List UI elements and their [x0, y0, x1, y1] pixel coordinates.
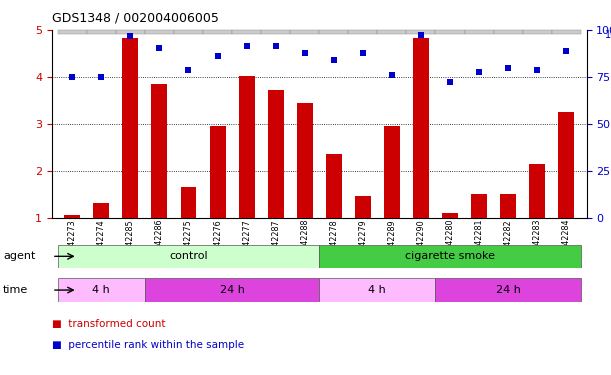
Point	[532, 67, 542, 73]
Bar	[413, 39, 429, 218]
Bar	[152, 84, 167, 218]
Bar	[145, 30, 174, 34]
Bar	[320, 30, 348, 34]
Bar	[326, 154, 342, 218]
Text: control: control	[169, 251, 208, 261]
Bar	[558, 112, 574, 218]
Point	[503, 64, 513, 70]
Bar	[464, 30, 494, 34]
Bar	[471, 194, 487, 217]
Bar	[494, 30, 522, 34]
Bar	[436, 30, 464, 34]
Point	[125, 33, 135, 39]
Bar	[145, 278, 320, 302]
Bar	[320, 278, 436, 302]
Bar	[180, 187, 197, 218]
Bar	[406, 30, 436, 34]
Point	[213, 53, 222, 59]
Bar	[210, 126, 225, 218]
Point	[416, 32, 426, 38]
Bar	[378, 30, 406, 34]
Point	[67, 74, 77, 80]
Point	[184, 67, 194, 73]
Text: 4 h: 4 h	[368, 285, 386, 295]
Bar	[58, 30, 87, 34]
Point	[271, 44, 280, 50]
Bar	[122, 39, 138, 218]
Text: 4 h: 4 h	[92, 285, 110, 295]
Point	[474, 69, 484, 75]
Bar	[320, 244, 580, 268]
Point	[445, 79, 455, 85]
Bar	[93, 203, 109, 217]
Bar	[384, 126, 400, 218]
Bar	[232, 30, 261, 34]
Bar	[87, 30, 116, 34]
Text: time: time	[3, 285, 28, 295]
Point	[329, 57, 338, 63]
Bar	[261, 30, 290, 34]
Bar	[58, 278, 145, 302]
Point	[97, 74, 106, 80]
Text: 100%: 100%	[606, 30, 611, 40]
Point	[358, 51, 368, 57]
Text: agent: agent	[3, 251, 35, 261]
Bar	[442, 213, 458, 217]
Bar	[239, 76, 255, 217]
Text: ■  transformed count: ■ transformed count	[52, 320, 166, 329]
Bar	[58, 244, 320, 268]
Point	[562, 48, 571, 54]
Point	[242, 44, 252, 50]
Bar	[297, 103, 313, 218]
Point	[300, 51, 310, 57]
Bar	[529, 164, 545, 218]
Text: cigarette smoke: cigarette smoke	[405, 251, 495, 261]
Bar	[522, 30, 552, 34]
Bar	[348, 30, 378, 34]
Bar	[355, 196, 371, 217]
Bar	[500, 194, 516, 217]
Bar	[290, 30, 320, 34]
Text: GDS1348 / 002004006005: GDS1348 / 002004006005	[52, 11, 219, 24]
Point	[387, 72, 397, 78]
Bar	[436, 278, 580, 302]
Text: ■  percentile rank within the sample: ■ percentile rank within the sample	[52, 340, 244, 350]
Bar	[64, 215, 80, 217]
Bar	[552, 30, 580, 34]
Bar	[203, 30, 232, 34]
Point	[155, 45, 164, 51]
Text: 24 h: 24 h	[219, 285, 244, 295]
Bar	[116, 30, 145, 34]
Bar	[268, 90, 284, 218]
Text: 24 h: 24 h	[496, 285, 521, 295]
Bar	[174, 30, 203, 34]
